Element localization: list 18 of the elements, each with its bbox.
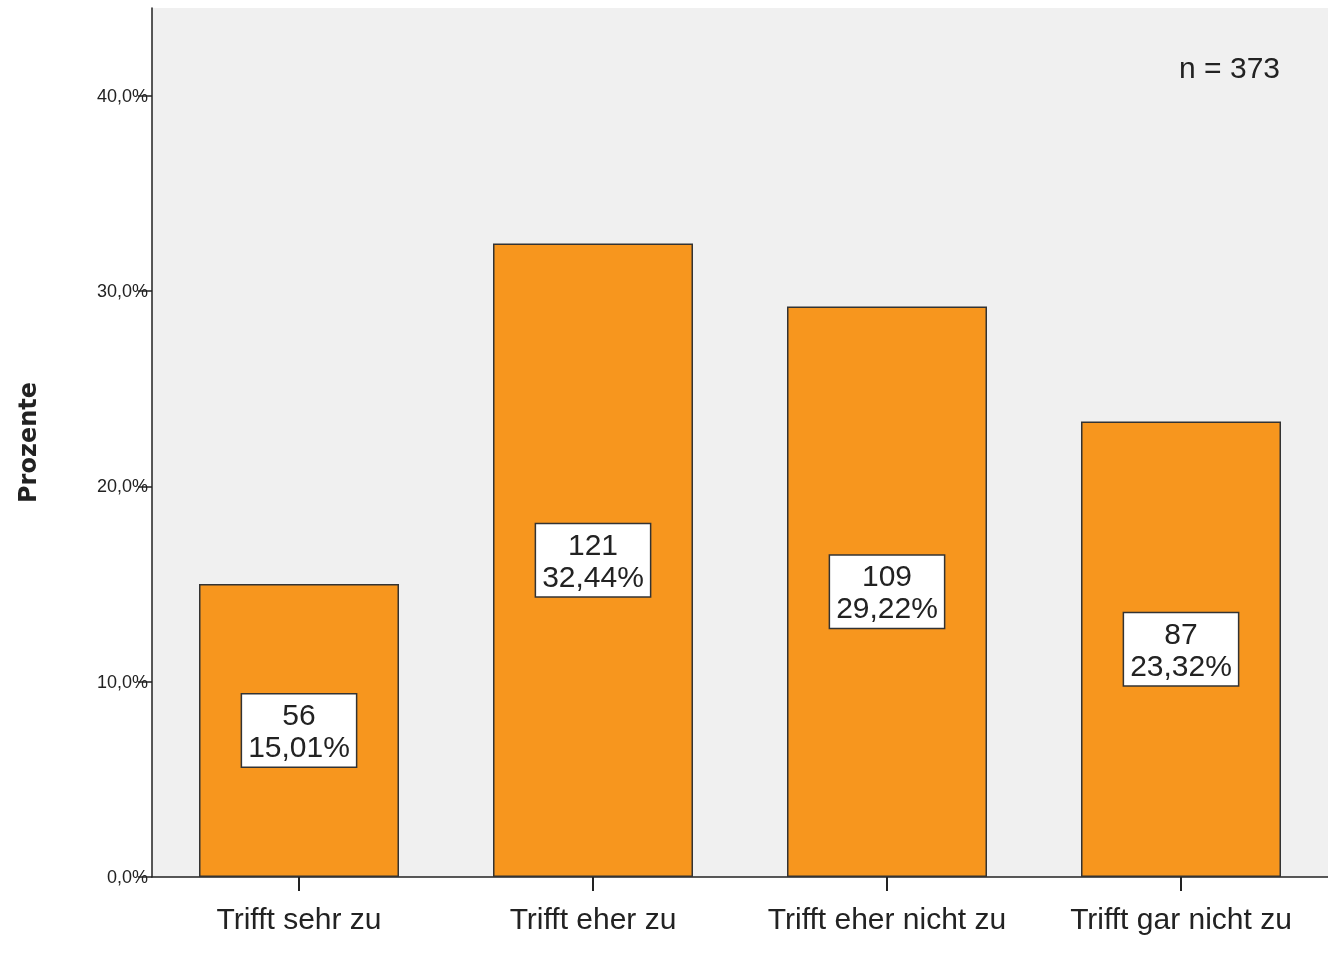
x-tick-label: Trifft eher nicht zu [767, 901, 1007, 935]
y-tick-label: 40,0% [96, 85, 148, 106]
bar [493, 243, 693, 877]
data-label: 121 32,44% [542, 527, 644, 593]
y-tick-label: 10,0% [96, 671, 148, 692]
x-tick-label: Trifft sehr zu [216, 901, 382, 935]
y-tick-label: 30,0% [96, 281, 148, 302]
x-tick-label: Trifft eher zu [509, 901, 677, 935]
bar [787, 306, 987, 877]
data-label: 56 15,01% [248, 697, 350, 763]
y-axis-title: Prozente [14, 382, 42, 503]
annotation: n = 373 [1179, 50, 1281, 84]
x-tick-label: Trifft gar nicht zu [1070, 901, 1292, 935]
y-tick-label: 20,0% [96, 476, 148, 497]
data-label: 87 23,32% [1130, 616, 1232, 682]
bar [1081, 421, 1281, 877]
data-label: 109 29,22% [836, 559, 938, 625]
y-tick-label: 0,0% [106, 867, 148, 887]
